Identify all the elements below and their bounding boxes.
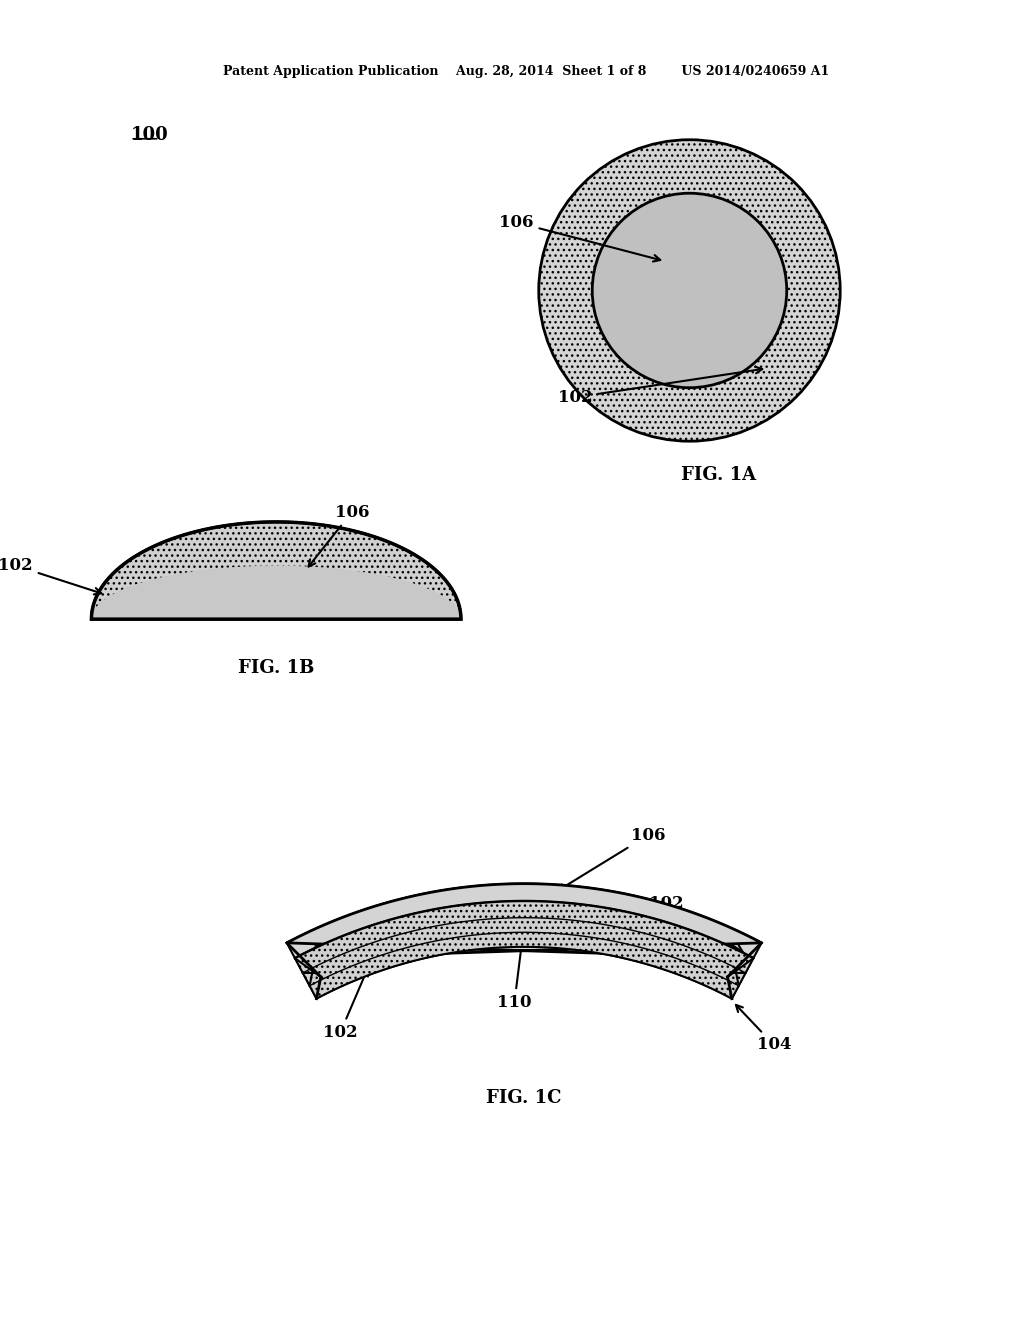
Text: 100: 100 <box>130 125 168 144</box>
Text: FIG. 1B: FIG. 1B <box>238 659 314 677</box>
Polygon shape <box>287 883 762 958</box>
Text: 102: 102 <box>649 895 742 952</box>
Text: Patent Application Publication    Aug. 28, 2014  Sheet 1 of 8        US 2014/024: Patent Application Publication Aug. 28, … <box>223 65 829 78</box>
Polygon shape <box>91 521 461 619</box>
Text: 102: 102 <box>0 557 101 594</box>
Text: 114: 114 <box>315 906 414 946</box>
Text: 110: 110 <box>498 929 531 1011</box>
Text: 112: 112 <box>315 944 414 969</box>
Text: 104: 104 <box>736 1005 792 1053</box>
Polygon shape <box>287 883 762 958</box>
Text: 106: 106 <box>308 504 369 566</box>
Circle shape <box>539 140 841 441</box>
Text: 102: 102 <box>558 367 762 407</box>
Text: 102: 102 <box>323 969 368 1041</box>
Text: 106: 106 <box>500 214 660 261</box>
Text: FIG. 1C: FIG. 1C <box>486 1089 562 1106</box>
Polygon shape <box>295 902 754 999</box>
Polygon shape <box>295 902 754 999</box>
Text: FIG. 1A: FIG. 1A <box>681 466 756 484</box>
Circle shape <box>592 193 786 388</box>
Text: 108: 108 <box>321 924 414 957</box>
Text: 106: 106 <box>558 826 666 891</box>
Polygon shape <box>91 566 461 619</box>
